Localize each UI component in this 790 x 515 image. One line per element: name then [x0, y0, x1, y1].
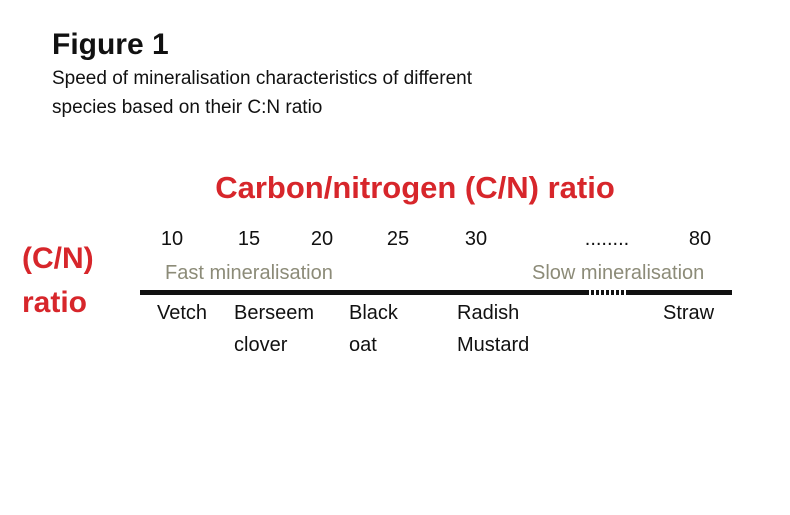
scale-label: 30 — [465, 228, 487, 250]
scale-label: 80 — [689, 228, 711, 250]
side-label: (C/N) — [22, 242, 94, 275]
subtitle-line: Speed of mineralisation characteristics … — [52, 68, 473, 89]
side-label: ratio — [22, 286, 87, 319]
figure-title: Figure 1 — [52, 28, 169, 61]
scale-label: 25 — [387, 228, 409, 250]
species-label: Black — [349, 302, 399, 324]
species-label: Berseem — [234, 302, 314, 324]
scale-labels: 10 15 20 25 30........ 80 — [161, 228, 711, 250]
scale-label: ........ — [585, 228, 629, 250]
species-label: Vetch — [157, 302, 207, 324]
fast-label: Fast mineralisation — [165, 262, 333, 284]
species-label: Mustard — [457, 334, 529, 356]
species-labels: Vetch Berseem clover Black oat Radish Mustard S… — [157, 302, 715, 356]
species-label: clover — [234, 334, 288, 356]
scale-label: 20 — [311, 228, 333, 250]
subtitle-line: species based on their C:N ratio — [52, 97, 322, 118]
slow-label: Slow mineralisation — [532, 262, 704, 284]
species-label: Straw — [663, 302, 715, 324]
species-label: oat — [349, 334, 377, 356]
heading: Carbon/nitrogen (C/N) ratio — [215, 170, 615, 205]
scale-label: 15 — [238, 228, 260, 250]
species-label: Radish — [457, 302, 519, 324]
scale-label: 10 — [161, 228, 183, 250]
scale-line — [140, 290, 586, 295]
scale-line — [628, 290, 732, 295]
